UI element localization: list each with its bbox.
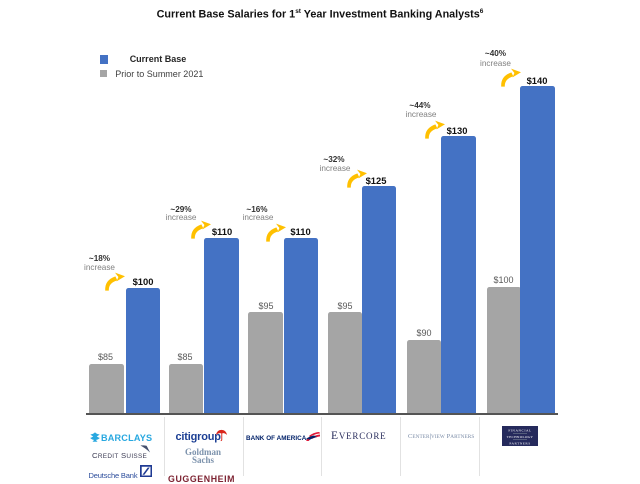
svg-text:PARTNERS: PARTNERS: [509, 442, 530, 446]
svg-text:FINANCIAL: FINANCIAL: [508, 429, 531, 433]
svg-text:TECHNOLOGY: TECHNOLOGY: [506, 435, 533, 439]
